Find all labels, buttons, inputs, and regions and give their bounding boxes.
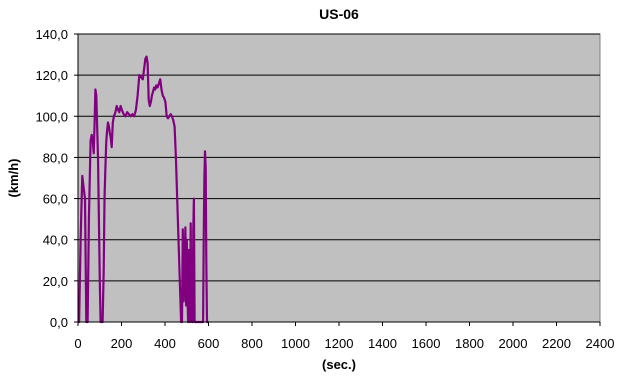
y-tick-label: 120,0 xyxy=(35,68,68,83)
y-tick-label: 40,0 xyxy=(43,233,68,248)
y-tick-label: 60,0 xyxy=(43,192,68,207)
x-tick-label: 1400 xyxy=(368,336,397,351)
y-tick-labels: 0,0 20,0 40,0 60,0 80,0 100,0 120,0 140,0 xyxy=(35,27,68,330)
y-tick-label: 20,0 xyxy=(43,274,68,289)
x-tick-label: 1600 xyxy=(412,336,441,351)
x-tick-label: 800 xyxy=(241,336,263,351)
y-tick-label: 80,0 xyxy=(43,150,68,165)
plot-area xyxy=(77,33,601,323)
x-tick-label: 1800 xyxy=(455,336,484,351)
x-tick-label: 1000 xyxy=(281,336,310,351)
y-axis-label: (km/h) xyxy=(6,159,21,198)
x-tick-label: 2000 xyxy=(499,336,528,351)
x-tick-label: 400 xyxy=(154,336,176,351)
y-tick-label: 100,0 xyxy=(35,109,68,124)
plot-background xyxy=(77,33,601,323)
x-tick-label: 0 xyxy=(74,336,81,351)
x-tick-labels: 0 200 400 600 800 1000 1200 1400 1600 1800 2000 220… xyxy=(74,336,614,351)
x-tick-label: 1200 xyxy=(325,336,354,351)
y-tick-label: 0,0 xyxy=(50,315,68,330)
gridlines xyxy=(78,33,600,282)
x-tick-label: 600 xyxy=(198,336,220,351)
x-axis-label: (sec.) xyxy=(322,357,356,372)
y-tick-label: 140,0 xyxy=(35,27,68,42)
axes xyxy=(74,33,601,326)
x-tick-label: 2200 xyxy=(542,336,571,351)
chart-title: US-06 xyxy=(319,6,359,22)
x-tick-label: 200 xyxy=(111,336,133,351)
x-tick-label: 2400 xyxy=(586,336,615,351)
